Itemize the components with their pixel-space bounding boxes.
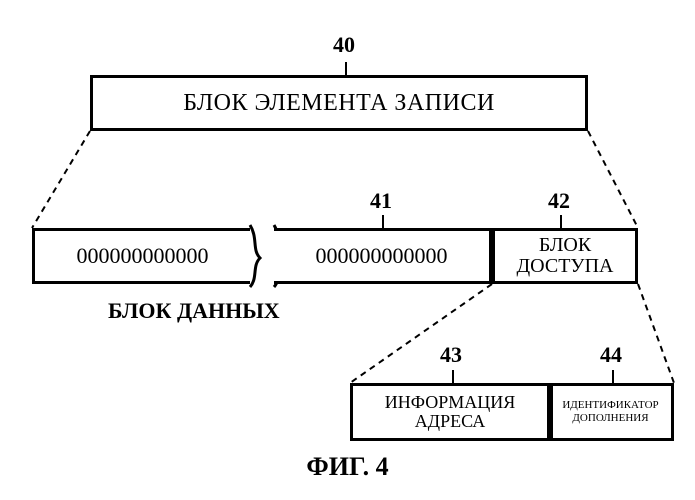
callout-42: 42	[548, 188, 570, 214]
padding-id-block: ИДЕНТИФИКАТОР ДОПОЛНЕНИЯ	[550, 383, 674, 441]
data-block-caption: БЛОК ДАННЫХ	[108, 298, 280, 324]
record-element-block: БЛОК ЭЛЕМЕНТА ЗАПИСИ	[90, 75, 588, 131]
address-label: ИНФОРМАЦИЯ АДРЕСА	[385, 393, 515, 431]
figure-caption: ФИГ. 4	[0, 452, 695, 482]
tick-40	[345, 62, 347, 76]
leader-40-42	[588, 131, 638, 228]
callout-44: 44	[600, 342, 622, 368]
callout-43: 43	[440, 342, 462, 368]
data-block-left: 000000000000	[32, 228, 250, 284]
padding-id-label: ИДЕНТИФИКАТОР ДОПОЛНЕНИЯ	[562, 399, 658, 425]
leader-42-44	[638, 284, 674, 383]
data-block-right: 000000000000	[274, 228, 492, 284]
divider-43-44	[550, 383, 553, 441]
tick-42	[560, 215, 562, 229]
leader-40-41	[32, 131, 90, 228]
access-label: БЛОК ДОСТУПА	[517, 235, 614, 277]
access-block: БЛОК ДОСТУПА	[492, 228, 638, 284]
data-left-value: 000000000000	[77, 243, 209, 269]
record-element-label: БЛОК ЭЛЕМЕНТА ЗАПИСИ	[183, 90, 495, 117]
tick-43	[452, 370, 454, 384]
callout-41: 41	[370, 188, 392, 214]
leader-42-43	[350, 284, 492, 383]
callout-40: 40	[333, 32, 355, 58]
data-right-value: 000000000000	[316, 243, 448, 269]
tick-41	[382, 215, 384, 229]
address-info-block: ИНФОРМАЦИЯ АДРЕСА	[350, 383, 550, 441]
tick-44	[612, 370, 614, 384]
